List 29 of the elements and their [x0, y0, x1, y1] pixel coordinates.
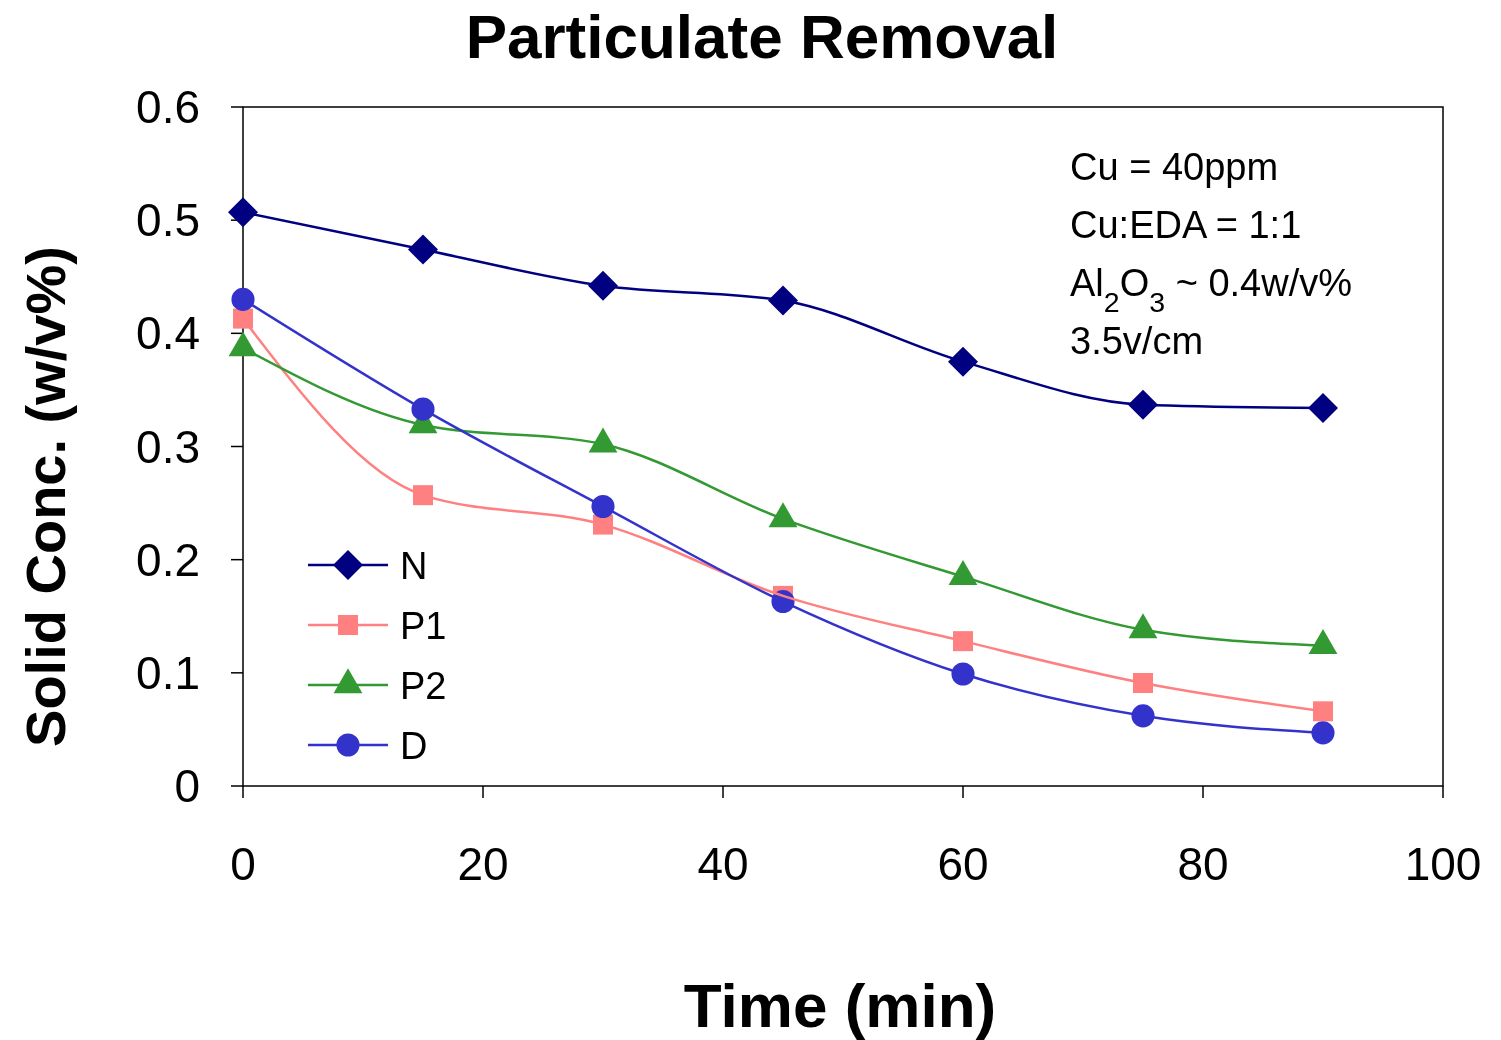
- annotation: Cu:EDA = 1:1: [1070, 204, 1302, 246]
- y-tick-label: 0.3: [136, 420, 200, 473]
- point: [1313, 701, 1333, 722]
- legend-label: P2: [400, 665, 447, 707]
- x-tick-label: 100: [1404, 838, 1482, 890]
- y-tick-label: 0.1: [136, 646, 200, 699]
- annotation: Cu = 40ppm: [1070, 146, 1279, 188]
- x-tick-label: 40: [697, 838, 749, 890]
- x-tick-label: 20: [457, 838, 509, 890]
- x-tick-label: 80: [1177, 838, 1229, 890]
- x-tick-label: 60: [937, 838, 989, 890]
- x-tick-label: 0: [230, 838, 256, 890]
- point: [1308, 393, 1338, 424]
- x-axis-title: Time (min): [683, 971, 997, 1040]
- annotation: Al$_{2}$O$_{3}$ ~ 0.4w/v%: [1070, 262, 1352, 318]
- legend-label: N: [400, 545, 428, 587]
- y-tick-label: 0: [174, 760, 200, 812]
- y-tick-label: 0.4: [136, 307, 200, 360]
- legend-label: D: [400, 725, 428, 767]
- y-axis-title: Solid Conc. (w/v%): [14, 246, 77, 747]
- y-tick-label: 0.2: [136, 533, 200, 586]
- point: [1311, 721, 1335, 745]
- legend-label: P1: [400, 605, 447, 647]
- chart-title: Particulate Removal: [465, 2, 1059, 71]
- annotation: 3.5v/cm: [1070, 320, 1204, 362]
- y-tick-label: 0.5: [136, 194, 200, 247]
- point: [228, 197, 258, 228]
- point: [231, 287, 255, 311]
- y-tick-label: 0.6: [136, 81, 200, 133]
